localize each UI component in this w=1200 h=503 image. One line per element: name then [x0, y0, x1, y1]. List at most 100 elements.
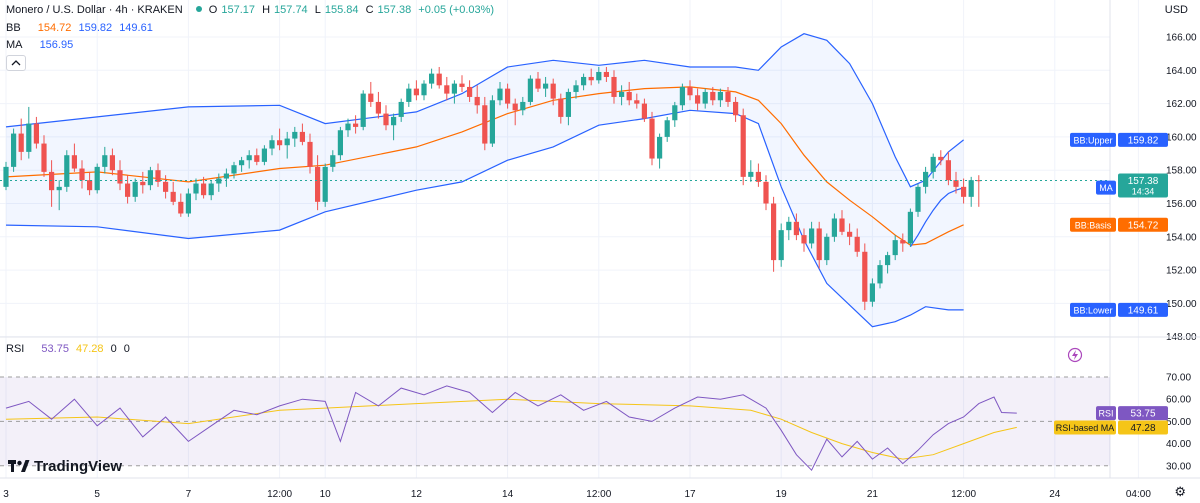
candle [56, 186, 62, 191]
candle [740, 115, 746, 177]
candle [626, 91, 632, 101]
candle [877, 265, 883, 284]
rsi-ma-badge-label: RSI-based MA [1056, 423, 1115, 433]
candle [185, 193, 191, 214]
candle [216, 178, 222, 184]
ohlc-low-label: L [314, 4, 321, 16]
candle [223, 173, 229, 179]
bb-upper-value: 159.82 [78, 22, 113, 34]
candle [269, 140, 275, 149]
candle [87, 180, 93, 191]
rsi-badge-label: RSI [1098, 409, 1113, 419]
time-tick-label: 3 [3, 489, 9, 500]
price-tick-label: 156.00 [1166, 199, 1197, 210]
ohlc-low: 155.84 [324, 4, 359, 16]
bb-label: BB [6, 22, 21, 34]
candle [831, 218, 837, 237]
candle [201, 183, 207, 196]
candle [603, 71, 609, 77]
candle [755, 171, 761, 182]
time-tick-label: 24 [1049, 489, 1061, 500]
lightning-icon-bolt [1072, 350, 1078, 360]
rsi-tick-label: 40.00 [1166, 439, 1191, 450]
candle [140, 181, 146, 186]
rsi-label: RSI [6, 343, 25, 355]
rsi-ma-badge-value-box [1118, 420, 1168, 435]
bb-basis-badge-value-box [1118, 217, 1168, 232]
rsi-ma-badge-label-box [1054, 420, 1116, 435]
bb-basis-badge-label-box [1070, 217, 1116, 232]
bb-lower-badge-value-box [1118, 302, 1168, 317]
rsi-ma-badge: RSI-based MA 47.28 [1054, 420, 1168, 435]
candle [900, 240, 906, 244]
candle [611, 76, 617, 97]
gear-icon[interactable]: ⚙ [1174, 484, 1186, 499]
candle [125, 183, 131, 197]
rsi-tick-label: 30.00 [1166, 461, 1191, 472]
candle [512, 103, 518, 111]
currency-label[interactable]: USD [1164, 4, 1188, 16]
candle [923, 171, 929, 187]
time-tick-label: 21 [867, 489, 879, 500]
candle [421, 83, 427, 96]
candle [976, 180, 982, 182]
rsi-ma-legend-value: 47.28 [76, 343, 104, 355]
rsi-line [5, 385, 1017, 472]
ma-label: MA [6, 39, 23, 51]
price-tick-label: 164.00 [1166, 66, 1197, 77]
bb-legend[interactable]: BB 154.72 159.82 149.61 [6, 22, 157, 34]
candle [915, 186, 921, 212]
bb-lower-badge-label-box [1070, 302, 1116, 317]
ohlc-high: 157.74 [274, 4, 308, 16]
tradingview-logo[interactable]: TradingView [8, 458, 122, 477]
rsi-legend[interactable]: RSI 53.75 47.28 0 0 [6, 343, 134, 355]
candle [239, 160, 245, 166]
candle [459, 83, 465, 87]
collapse-legend-button[interactable] [6, 55, 26, 71]
bb-lower-badge-value: 149.61 [1128, 305, 1159, 316]
ma-line [909, 187, 964, 248]
candle [520, 101, 526, 111]
candle [619, 91, 625, 97]
candle [474, 96, 480, 106]
candle [892, 240, 898, 256]
bb-upper-badge-label-box [1070, 132, 1116, 147]
candle [467, 86, 473, 97]
bb-basis-badge-value: 154.72 [1128, 220, 1159, 231]
ma-badge-label-box [1096, 180, 1116, 195]
candle [3, 166, 9, 187]
symbol-legend: Monero / U.S. Dollar · 4h · KRAKEN O 157.… [6, 4, 498, 16]
rsi-badge-value-box [1118, 406, 1168, 421]
candle [360, 93, 366, 127]
tradingview-logo-icon [8, 459, 30, 477]
candle [641, 103, 647, 119]
candle [398, 101, 404, 117]
candle [284, 138, 290, 146]
candle [277, 140, 283, 146]
candle [565, 91, 571, 117]
ohlc-high-label: H [262, 4, 271, 16]
candle [178, 201, 184, 214]
candle [695, 95, 701, 104]
candle [710, 91, 716, 101]
candle [315, 166, 321, 202]
candle [527, 78, 533, 102]
candle [383, 113, 389, 126]
ohlc-open: 157.17 [221, 4, 256, 16]
ohlc-close-label: C [365, 4, 374, 16]
rsi-badge-value: 53.75 [1130, 409, 1155, 420]
candle [413, 88, 419, 96]
candle [451, 83, 457, 94]
bb-lower-value: 149.61 [119, 22, 153, 34]
candle [497, 88, 503, 101]
candle [18, 133, 24, 152]
candle [733, 101, 739, 116]
candle [444, 85, 450, 94]
candle [938, 156, 944, 161]
time-tick-label: 14 [502, 489, 514, 500]
candle [778, 230, 784, 261]
candle [930, 156, 936, 172]
ma-legend[interactable]: MA 156.95 [6, 39, 77, 51]
